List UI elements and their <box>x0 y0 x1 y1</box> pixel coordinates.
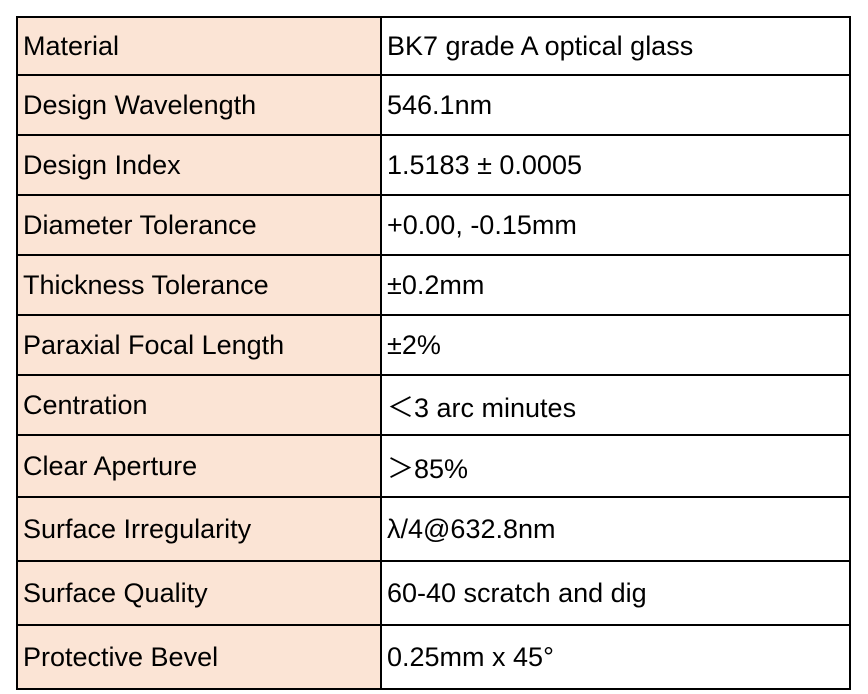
row-label: Design Index <box>16 134 382 196</box>
row-value: ＞85% <box>380 434 851 498</box>
row-value: ＜3 arc minutes <box>380 374 851 436</box>
table-row: Design Wavelength 546.1nm <box>16 74 851 136</box>
table-row: Surface Irregularity λ/4@632.8nm <box>16 496 851 562</box>
row-value: 1.5183 ± 0.0005 <box>380 134 851 196</box>
row-value: +0.00, -0.15mm <box>380 194 851 256</box>
row-value: λ/4@632.8nm <box>380 496 851 562</box>
row-label: Material <box>16 16 382 76</box>
row-value: 546.1nm <box>380 74 851 136</box>
row-label: Surface Irregularity <box>16 496 382 562</box>
table-row: Surface Quality 60-40 scratch and dig <box>16 560 851 626</box>
table-row: Clear Aperture ＞85% <box>16 434 851 498</box>
table-row: Protective Bevel 0.25mm x 45° <box>16 624 851 690</box>
table-row: Centration ＜3 arc minutes <box>16 374 851 436</box>
row-label: Diameter Tolerance <box>16 194 382 256</box>
row-label: Protective Bevel <box>16 624 382 690</box>
row-value: 0.25mm x 45° <box>380 624 851 690</box>
row-label: Paraxial Focal Length <box>16 314 382 376</box>
row-label: Centration <box>16 374 382 436</box>
row-label: Design Wavelength <box>16 74 382 136</box>
row-label: Clear Aperture <box>16 434 382 498</box>
table-row: Material BK7 grade A optical glass <box>16 16 851 76</box>
row-value: BK7 grade A optical glass <box>380 16 851 76</box>
row-value: ±2% <box>380 314 851 376</box>
row-value: ±0.2mm <box>380 254 851 316</box>
specifications-table: Material BK7 grade A optical glass Desig… <box>16 16 851 690</box>
table-row: Thickness Tolerance ±0.2mm <box>16 254 851 316</box>
row-label: Thickness Tolerance <box>16 254 382 316</box>
table-row: Diameter Tolerance +0.00, -0.15mm <box>16 194 851 256</box>
table-row: Design Index 1.5183 ± 0.0005 <box>16 134 851 196</box>
row-value: 60-40 scratch and dig <box>380 560 851 626</box>
table-row: Paraxial Focal Length ±2% <box>16 314 851 376</box>
row-label: Surface Quality <box>16 560 382 626</box>
